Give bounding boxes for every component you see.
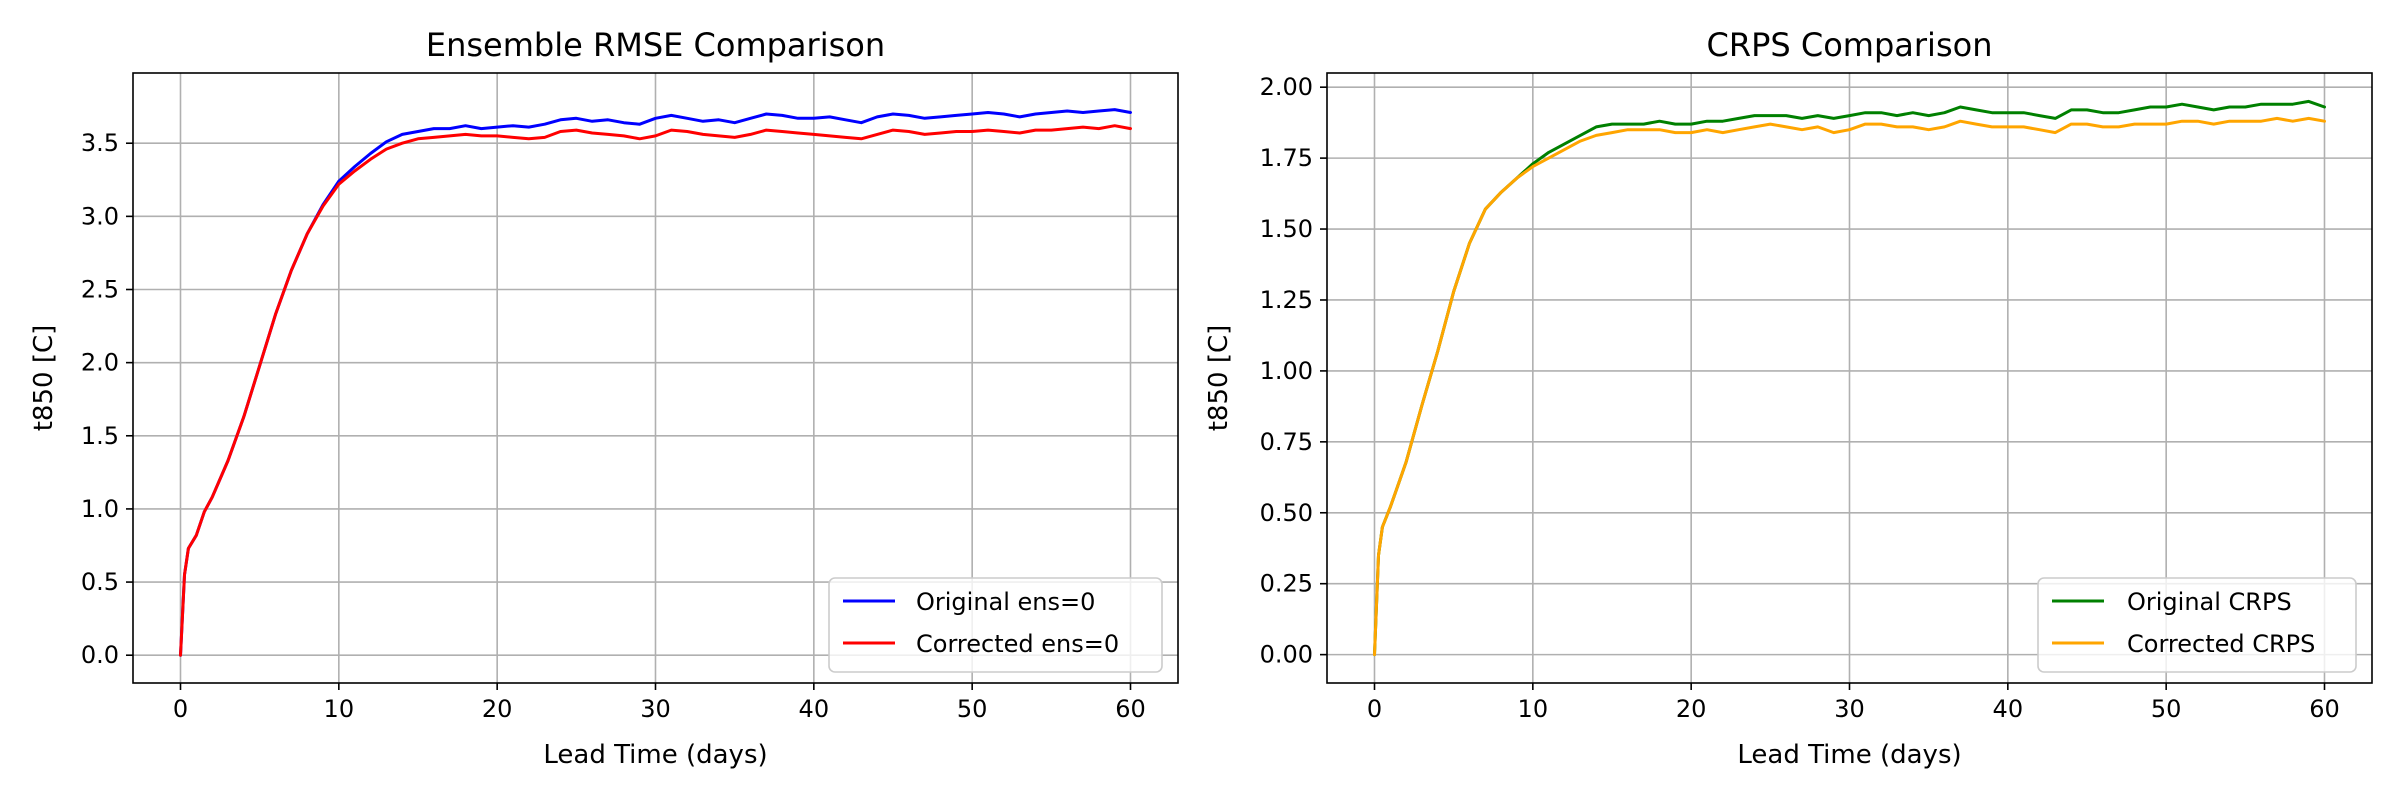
series-line-corrected bbox=[1373, 116, 2326, 657]
y-tick-label: 1.50 bbox=[1260, 215, 1313, 243]
y-tick-label: 0.25 bbox=[1260, 570, 1313, 598]
y-tick-label: 1.00 bbox=[1260, 357, 1313, 385]
crps-x-axis-label: Lead Time (days) bbox=[1737, 740, 1961, 770]
crps-legend-label-corrected: Corrected CRPS bbox=[2127, 630, 2315, 658]
y-tick-label: 0.5 bbox=[81, 568, 119, 596]
y-tick-label: 0.50 bbox=[1260, 499, 1313, 527]
crps-chart: 0 10 20 30 40 50 60 0.00 0.25 0.50 0.75 1.00 1.25 1.5… bbox=[1204, 26, 2373, 770]
rmse-legend-box bbox=[828, 577, 1163, 673]
crps-legend-box bbox=[2037, 577, 2357, 673]
y-tick-label: 2.00 bbox=[1260, 73, 1313, 101]
rmse-legend: Original ens=0 Corrected ens=0 bbox=[828, 577, 1163, 673]
y-tick-label: 1.75 bbox=[1260, 144, 1313, 172]
y-tick-label: 2.0 bbox=[81, 349, 119, 377]
x-tick-label: 10 bbox=[324, 695, 355, 723]
rmse-y-axis-label: t850 [C] bbox=[29, 325, 59, 432]
y-tick-label: 0.00 bbox=[1260, 641, 1313, 669]
crps-legend: Original CRPS Corrected CRPS bbox=[2037, 577, 2357, 673]
rmse-legend-label-corrected: Corrected ens=0 bbox=[916, 630, 1119, 658]
x-tick-label: 30 bbox=[1834, 695, 1865, 723]
x-tick-label: 20 bbox=[1676, 695, 1707, 723]
y-tick-label: 1.0 bbox=[81, 495, 119, 523]
rmse-series-lines bbox=[179, 108, 1132, 657]
x-tick-label: 40 bbox=[1993, 695, 2024, 723]
rmse-chart-title: Ensemble RMSE Comparison bbox=[426, 26, 885, 64]
x-tick-label: 60 bbox=[1115, 695, 1146, 723]
x-tick-label: 30 bbox=[640, 695, 671, 723]
x-tick-label: 50 bbox=[2151, 695, 2182, 723]
x-tick-label: 0 bbox=[173, 695, 188, 723]
y-tick-label: 2.5 bbox=[81, 275, 119, 303]
x-tick-label: 60 bbox=[2309, 695, 2340, 723]
y-tick-label: 3.0 bbox=[81, 202, 119, 230]
y-tick-label: 3.5 bbox=[81, 129, 119, 157]
x-tick-label: 50 bbox=[957, 695, 988, 723]
x-tick-label: 0 bbox=[1367, 695, 1382, 723]
rmse-legend-label-original: Original ens=0 bbox=[916, 588, 1095, 616]
crps-chart-title: CRPS Comparison bbox=[1707, 26, 1993, 64]
x-tick-label: 20 bbox=[482, 695, 513, 723]
x-tick-label: 40 bbox=[799, 695, 830, 723]
crps-y-axis-label: t850 [C] bbox=[1204, 325, 1234, 432]
y-tick-label: 0.0 bbox=[81, 641, 119, 669]
rmse-ticks: 0 10 20 30 40 50 60 0.0 0.5 1.0 1.5 2.0 2.5 3.0 3.5 bbox=[81, 129, 1146, 723]
rmse-x-axis-label: Lead Time (days) bbox=[543, 740, 767, 770]
rmse-chart: 0 10 20 30 40 50 60 0.0 0.5 1.0 1.5 2.0 2.5 3.0 3.5 En… bbox=[29, 26, 1179, 770]
y-tick-label: 1.25 bbox=[1260, 286, 1313, 314]
y-tick-label: 1.5 bbox=[81, 422, 119, 450]
rmse-grid bbox=[133, 73, 1178, 683]
x-tick-label: 10 bbox=[1518, 695, 1549, 723]
crps-legend-label-original: Original CRPS bbox=[2127, 588, 2292, 616]
series-line-corrected bbox=[179, 124, 1132, 657]
crps-grid bbox=[1327, 73, 2372, 683]
crps-series-lines bbox=[1373, 99, 2326, 657]
crps-ticks: 0 10 20 30 40 50 60 0.00 0.25 0.50 0.75 1.00 1.25 1.5… bbox=[1260, 73, 2340, 723]
y-tick-label: 0.75 bbox=[1260, 428, 1313, 456]
